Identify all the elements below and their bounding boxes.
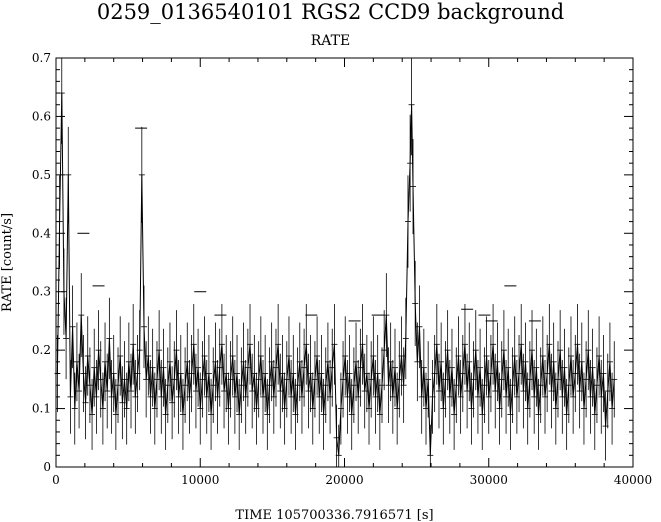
chart-subtitle: RATE <box>310 33 351 49</box>
y-tick-label: 0 <box>43 460 51 474</box>
x-tick-label: 20000 <box>325 473 363 487</box>
chart-title: 0259_0136540101 RGS2 CCD9 background <box>96 0 565 24</box>
x-axis-label: TIME 105700336.7916571 [s] <box>235 508 433 522</box>
ticks-layer: 0 10000 20000 30000 40000 0 0.1 0.2 0.3 0.4 0.5 0.6… <box>32 51 652 487</box>
y-axis-label: RATE [count/s] <box>0 213 15 312</box>
x-tick-label: 40000 <box>614 473 652 487</box>
data-layer <box>54 58 618 467</box>
y-tick-label: 0.1 <box>32 402 51 416</box>
y-tick-label: 0.4 <box>32 226 51 240</box>
plot-frame <box>55 57 634 468</box>
x-tick-label: 0 <box>52 473 60 487</box>
y-tick-label: 0.6 <box>32 109 51 123</box>
y-tick-label: 0.7 <box>32 51 51 65</box>
y-tick-label: 0.3 <box>32 285 51 299</box>
y-tick-label: 0.2 <box>32 343 51 357</box>
rate-series-line <box>56 93 615 456</box>
x-tick-label: 10000 <box>181 473 219 487</box>
x-tick-label: 30000 <box>470 473 508 487</box>
y-tick-label: 0.5 <box>32 168 51 182</box>
